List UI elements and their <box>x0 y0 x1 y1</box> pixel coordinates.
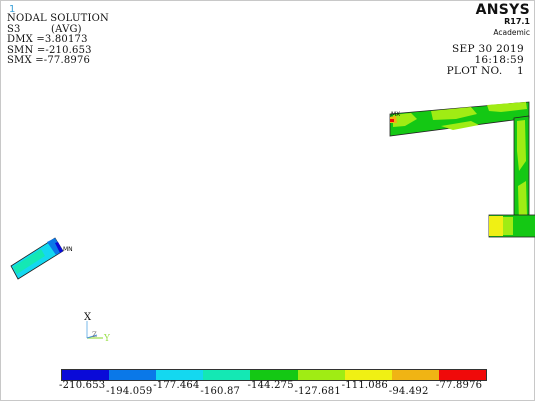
legend-segment <box>391 370 439 380</box>
coordinate-triad: X Y Z <box>84 312 111 344</box>
tilted-member[interactable] <box>10 237 64 280</box>
dmx-value: DMX =3.80173 <box>7 34 88 45</box>
legend-segment <box>109 370 157 380</box>
legend-segment <box>250 370 298 380</box>
averaging-label: (AVG) <box>51 23 82 35</box>
legend-colorbar <box>61 369 487 381</box>
legend-segment <box>156 370 204 380</box>
triad-x-label: X <box>84 312 92 323</box>
legend-label: -111.086 <box>341 380 388 391</box>
component-label: S3 <box>7 23 21 35</box>
legend-label: -144.275 <box>247 380 294 391</box>
plot-number: PLOT NO. 1 <box>446 65 524 77</box>
smn-value: SMN =-210.653 <box>7 44 92 56</box>
legend-label: -77.8976 <box>435 380 483 391</box>
legend-label: -127.681 <box>294 386 341 397</box>
legend-segment <box>62 370 110 380</box>
solution-info: NODAL SOLUTION S3 (AVG) DMX =3.80173 SMN… <box>7 13 109 67</box>
plot-date: SEP 30 2019 <box>452 43 524 55</box>
base-block[interactable] <box>488 214 535 238</box>
solution-title: NODAL SOLUTION <box>7 13 109 24</box>
legend-label: -210.653 <box>59 380 106 391</box>
legend-label: -177.464 <box>153 380 200 391</box>
brand-edition: Academic <box>493 28 530 37</box>
legend-segment <box>344 370 392 380</box>
ansys-logo: ANSYS R17.1 Academic <box>476 2 530 37</box>
min-marker: MN <box>63 246 73 253</box>
smx-value: SMX =-77.8976 <box>7 55 91 66</box>
legend-segment <box>297 370 345 380</box>
legend-segment <box>203 370 251 380</box>
plot-meta: SEP 30 2019 16:18:59 PLOT NO. 1 <box>447 44 524 77</box>
contour-legend: -210.653 -194.059 -177.464 -160.87 -144.275-… <box>59 369 487 397</box>
plot-time: 16:18:59 <box>474 54 524 66</box>
triad-y-label: Y <box>103 334 111 344</box>
column-vertical[interactable] <box>513 115 530 237</box>
brand-name: ANSYS <box>475 2 530 18</box>
legend-label: -160.87 <box>200 386 241 397</box>
window-number: 1 <box>9 4 16 15</box>
max-marker: MX <box>391 111 400 118</box>
legend-segment <box>438 370 486 380</box>
component-line: S3 (AVG) <box>7 23 109 36</box>
brand-release: R17.1 <box>504 17 530 26</box>
legend-label: -94.492 <box>388 386 429 397</box>
legend-label: -194.059 <box>106 386 153 397</box>
beam-horizontal[interactable] <box>389 101 530 137</box>
triad-z-label: Z <box>92 331 97 339</box>
